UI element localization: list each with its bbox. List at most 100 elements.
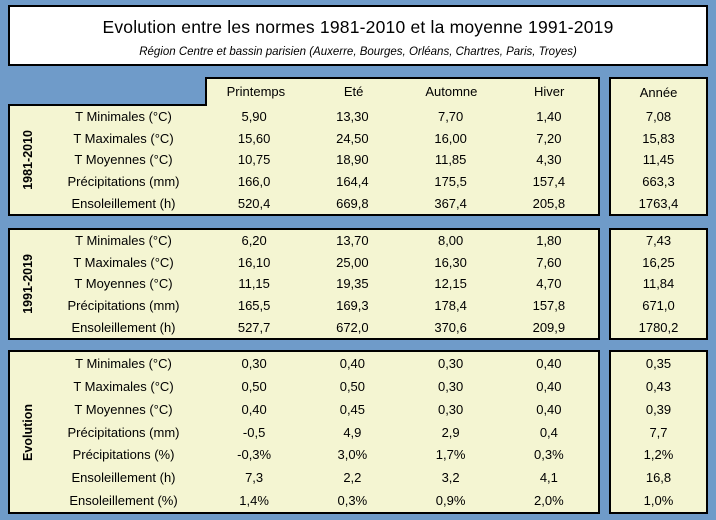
annee-cell: 1780,2 bbox=[638, 319, 679, 335]
row-label: Précipitations (mm) bbox=[67, 298, 180, 314]
column-header-automne: Automne bbox=[425, 84, 478, 99]
data-cell: 19,35 bbox=[336, 276, 369, 292]
data-cell: 520,4 bbox=[237, 195, 271, 211]
data-cell: 6,20 bbox=[241, 233, 267, 249]
column-header-ete: Eté bbox=[343, 84, 364, 99]
table-row: Ensoleillement (%) 1,4% 0,3% 0,9% 2,0% bbox=[10, 489, 598, 512]
data-cell: 2,2 bbox=[343, 470, 362, 486]
data-cell: 0,30 bbox=[437, 355, 464, 371]
row-label: Précipitations (mm) bbox=[67, 424, 180, 440]
table-row: T Minimales (°C) 0,30 0,40 0,30 0,40 bbox=[10, 352, 598, 375]
annee-cell: 16,25 bbox=[642, 254, 675, 270]
row-label: Ensoleillement (h) bbox=[71, 319, 176, 335]
data-cell: 0,3% bbox=[337, 493, 368, 509]
table-row: Ensoleillement (h) 7,3 2,2 3,2 4,1 bbox=[10, 466, 598, 489]
row-label: Ensoleillement (%) bbox=[69, 493, 178, 509]
row-label: T Maximales (°C) bbox=[73, 378, 174, 394]
data-cell: 0,4 bbox=[539, 424, 558, 440]
data-cell: 11,15 bbox=[238, 276, 270, 292]
data-cell: 18,90 bbox=[336, 152, 369, 168]
data-cell: -0,3% bbox=[237, 447, 272, 463]
row-label: Précipitations (%) bbox=[72, 447, 175, 463]
section-year-label: 1991-2019 bbox=[14, 230, 42, 338]
section-year-label: 1981-2010 bbox=[14, 106, 42, 214]
table-row: Précipitations (%) -0,3% 3,0% 1,7% 0,3% bbox=[10, 443, 598, 466]
data-cell: 178,4 bbox=[434, 298, 467, 314]
annee-cell: 16,8 bbox=[645, 470, 672, 486]
table-row: T Moyennes (°C) 11,15 19,35 12,15 4,70 bbox=[10, 273, 598, 295]
table-row: T Moyennes (°C) 10,75 18,90 11,85 4,30 bbox=[10, 149, 598, 171]
data-cell: 1,80 bbox=[536, 233, 562, 249]
season-header-row: Printemps Eté Automne Hiver bbox=[205, 77, 600, 106]
table-row: Précipitations (mm) 165,5 169,3 178,4 157,8 bbox=[10, 295, 598, 317]
data-cell: 11,85 bbox=[434, 152, 467, 168]
data-cell: -0,5 bbox=[242, 424, 266, 440]
section-rows: T Minimales (°C) 6,20 13,70 8,00 1,80 T Maxim… bbox=[10, 230, 598, 338]
section-year-label-text: 1991-2019 bbox=[21, 254, 35, 314]
section-rows: T Minimales (°C) 5,90 13,30 7,70 1,40 T Maxim… bbox=[10, 106, 598, 214]
title-box: Evolution entre les normes 1981-2010 et … bbox=[8, 5, 708, 66]
data-cell: 16,10 bbox=[237, 254, 271, 270]
annee-box-evolution: 0,35 0,43 0,39 7,7 1,2% 16,8 1,0% bbox=[609, 350, 708, 514]
data-cell: 13,30 bbox=[336, 109, 369, 125]
data-cell: 0,50 bbox=[339, 378, 366, 394]
annee-cell: 1763,4 bbox=[638, 195, 679, 211]
table-row: T Moyennes (°C) 0,40 0,45 0,30 0,40 bbox=[10, 398, 598, 421]
data-cell: 2,0% bbox=[534, 493, 564, 509]
table-row: T Minimales (°C) 5,90 13,30 7,70 1,40 bbox=[10, 106, 598, 128]
annee-cell: 663,3 bbox=[642, 174, 675, 190]
data-cell: 16,00 bbox=[434, 130, 467, 146]
data-cell: 15,60 bbox=[237, 130, 271, 146]
data-cell: 10,75 bbox=[237, 152, 271, 168]
row-label: T Moyennes (°C) bbox=[74, 152, 173, 168]
table-row: Précipitations (mm) -0,5 4,9 2,9 0,4 bbox=[10, 421, 598, 444]
annee-cell: 11,84 bbox=[642, 276, 675, 292]
data-cell: 0,40 bbox=[241, 401, 267, 417]
annee-cell: 7,43 bbox=[645, 233, 672, 249]
section-evolution: Evolution T Minimales (°C) 0,30 0,40 0,30 0,… bbox=[8, 350, 600, 514]
table-row: T Maximales (°C) 0,50 0,50 0,30 0,40 bbox=[10, 375, 598, 398]
data-cell: 7,3 bbox=[245, 470, 264, 486]
annee-cell: 0,43 bbox=[645, 378, 672, 394]
data-cell: 2,9 bbox=[441, 424, 460, 440]
data-cell: 4,30 bbox=[536, 152, 562, 168]
section-year-label-text: Evolution bbox=[21, 403, 35, 461]
data-cell: 8,00 bbox=[437, 233, 464, 249]
section-year-label: Evolution bbox=[14, 352, 42, 512]
column-header-hiver: Hiver bbox=[533, 84, 565, 99]
data-cell: 7,60 bbox=[536, 254, 562, 270]
data-cell: 166,0 bbox=[237, 174, 271, 190]
column-header-printemps: Printemps bbox=[226, 84, 286, 99]
data-cell: 4,70 bbox=[536, 276, 562, 292]
row-label: Précipitations (mm) bbox=[67, 174, 180, 190]
data-cell: 175,5 bbox=[434, 174, 467, 190]
data-cell: 3,0% bbox=[337, 447, 368, 463]
data-cell: 0,50 bbox=[241, 378, 267, 394]
data-cell: 16,30 bbox=[434, 254, 467, 270]
row-label: Ensoleillement (h) bbox=[71, 195, 176, 211]
row-label: T Minimales (°C) bbox=[75, 355, 172, 371]
section-rows: T Minimales (°C) 0,30 0,40 0,30 0,40 T Maxima… bbox=[10, 352, 598, 512]
data-cell: 0,45 bbox=[339, 401, 366, 417]
data-cell: 527,7 bbox=[237, 319, 271, 335]
annee-cell: 11,45 bbox=[642, 152, 675, 168]
annee-box-1981-2010: Année 7,08 15,83 11,45 663,3 1763,4 bbox=[609, 77, 708, 216]
data-cell: 0,30 bbox=[241, 355, 267, 371]
annee-cells: 0,35 0,43 0,39 7,7 1,2% 16,8 1,0% bbox=[611, 352, 706, 512]
data-cell: 165,5 bbox=[237, 298, 271, 314]
data-cell: 1,40 bbox=[536, 109, 562, 125]
data-cell: 0,3% bbox=[534, 447, 564, 463]
data-cell: 205,8 bbox=[532, 195, 566, 211]
data-cell: 5,90 bbox=[241, 109, 267, 125]
annee-box-1991-2019: 7,43 16,25 11,84 671,0 1780,2 bbox=[609, 228, 708, 340]
data-cell: 12,15 bbox=[434, 276, 467, 292]
table-row: T Maximales (°C) 16,10 25,00 16,30 7,60 bbox=[10, 252, 598, 274]
row-label: Ensoleillement (h) bbox=[71, 470, 176, 486]
annee-cells: 7,43 16,25 11,84 671,0 1780,2 bbox=[611, 230, 706, 338]
data-cell: 0,30 bbox=[437, 378, 464, 394]
data-cell: 4,1 bbox=[539, 470, 558, 486]
row-label: T Moyennes (°C) bbox=[74, 401, 173, 417]
data-cell: 367,4 bbox=[434, 195, 467, 211]
data-cell: 157,4 bbox=[532, 174, 566, 190]
